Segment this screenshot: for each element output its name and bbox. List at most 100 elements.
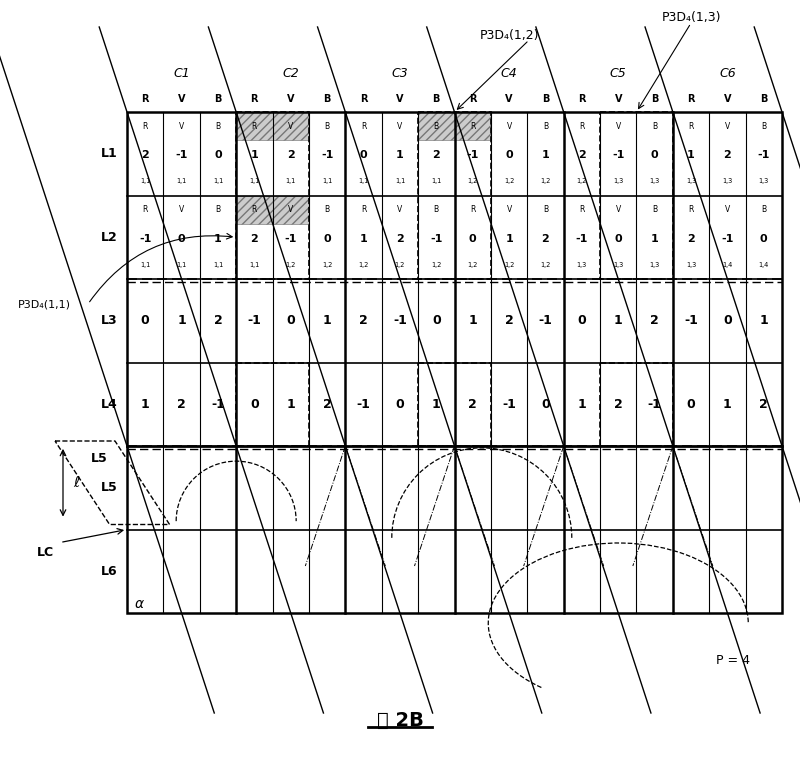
Text: 0: 0	[214, 150, 222, 161]
Text: 1: 1	[432, 398, 441, 411]
Text: 2: 2	[178, 398, 186, 411]
Text: V: V	[616, 122, 621, 131]
Bar	[600, 112, 673, 279]
Text: 1,2: 1,2	[467, 262, 478, 267]
Text: 1,4: 1,4	[722, 262, 733, 267]
Bar	[418, 363, 491, 446]
Text: 2: 2	[359, 314, 368, 327]
Text: LC: LC	[37, 546, 54, 559]
Bar	[273, 112, 309, 140]
Text: 0: 0	[541, 398, 550, 411]
Text: -1: -1	[285, 234, 297, 244]
Text: 1,1: 1,1	[394, 178, 405, 184]
Text: 1,2: 1,2	[504, 262, 514, 267]
Text: B: B	[760, 94, 767, 104]
Text: 1,1: 1,1	[177, 262, 186, 267]
Text: 1: 1	[650, 234, 658, 244]
Text: V: V	[396, 94, 404, 104]
Text: 0: 0	[614, 234, 622, 244]
Text: -1: -1	[722, 234, 734, 244]
Text: R: R	[687, 94, 694, 104]
Text: L5: L5	[91, 453, 108, 466]
Text: R: R	[361, 205, 366, 214]
Text: 0: 0	[760, 234, 768, 244]
Text: -1: -1	[430, 234, 442, 244]
Text: V: V	[179, 122, 184, 131]
Text: L5: L5	[102, 482, 118, 495]
Text: -1: -1	[612, 150, 625, 161]
Bar	[236, 112, 273, 140]
Text: 1,2: 1,2	[431, 262, 442, 267]
Text: α: α	[135, 597, 144, 611]
Text: 1,1: 1,1	[140, 262, 150, 267]
Text: 1: 1	[468, 314, 477, 327]
Text: 1: 1	[178, 314, 186, 327]
Text: C5: C5	[610, 67, 626, 80]
Text: -1: -1	[538, 314, 553, 327]
Text: 1,1: 1,1	[322, 178, 332, 184]
Text: R: R	[469, 94, 477, 104]
Text: V: V	[506, 122, 512, 131]
Text: 0: 0	[506, 150, 513, 161]
Text: 2: 2	[723, 150, 731, 161]
Text: -1: -1	[648, 398, 662, 411]
Text: 1,3: 1,3	[577, 262, 587, 267]
Text: 0: 0	[723, 314, 732, 327]
Text: C1: C1	[174, 67, 190, 80]
Text: 2: 2	[287, 150, 294, 161]
Text: L1: L1	[102, 147, 118, 160]
Text: R: R	[250, 94, 258, 104]
Text: 1: 1	[759, 314, 768, 327]
Text: 1,2: 1,2	[577, 178, 587, 184]
Text: -1: -1	[758, 150, 770, 161]
Text: R: R	[361, 122, 366, 131]
Bar	[236, 112, 273, 140]
Text: 2: 2	[250, 234, 258, 244]
Text: 1,2: 1,2	[467, 178, 478, 184]
Text: B: B	[433, 94, 440, 104]
Text: C3: C3	[391, 67, 408, 80]
Text: V: V	[725, 205, 730, 214]
Bar	[236, 363, 309, 446]
Text: R: R	[470, 122, 475, 131]
Text: P3D₄(1,1): P3D₄(1,1)	[18, 299, 71, 309]
Text: 1: 1	[286, 398, 295, 411]
Text: 2: 2	[650, 314, 659, 327]
Text: 2: 2	[396, 234, 404, 244]
Text: V: V	[506, 94, 513, 104]
Text: 0: 0	[178, 234, 186, 244]
Bar	[127, 112, 782, 613]
Text: R: R	[579, 122, 585, 131]
Text: 1,1: 1,1	[250, 262, 259, 267]
Text: -1: -1	[393, 314, 407, 327]
Bar	[236, 196, 273, 224]
Text: 2: 2	[578, 150, 586, 161]
Text: -1: -1	[357, 398, 370, 411]
Text: 1,1: 1,1	[431, 178, 442, 184]
Text: B: B	[542, 94, 549, 104]
Text: R: R	[688, 122, 694, 131]
Text: V: V	[287, 94, 294, 104]
Text: 2: 2	[759, 398, 768, 411]
Text: 0: 0	[686, 398, 695, 411]
Text: C2: C2	[282, 67, 299, 80]
Text: 1,1: 1,1	[177, 178, 186, 184]
Text: 0: 0	[250, 398, 258, 411]
Text: 1,3: 1,3	[613, 262, 623, 267]
Text: 1,2: 1,2	[504, 178, 514, 184]
Text: R: R	[252, 205, 257, 214]
Text: -1: -1	[321, 150, 334, 161]
Text: -1: -1	[175, 150, 188, 161]
Text: 2: 2	[433, 150, 440, 161]
Text: -1: -1	[247, 314, 262, 327]
Text: 1,2: 1,2	[540, 178, 550, 184]
Text: R: R	[142, 94, 149, 104]
Bar	[454, 112, 491, 140]
Bar	[418, 112, 454, 140]
Text: 1,1: 1,1	[286, 178, 296, 184]
Bar	[600, 363, 673, 446]
Text: 1: 1	[214, 234, 222, 244]
Text: -1: -1	[502, 398, 516, 411]
Bar	[273, 196, 309, 224]
Text: 1: 1	[506, 234, 513, 244]
